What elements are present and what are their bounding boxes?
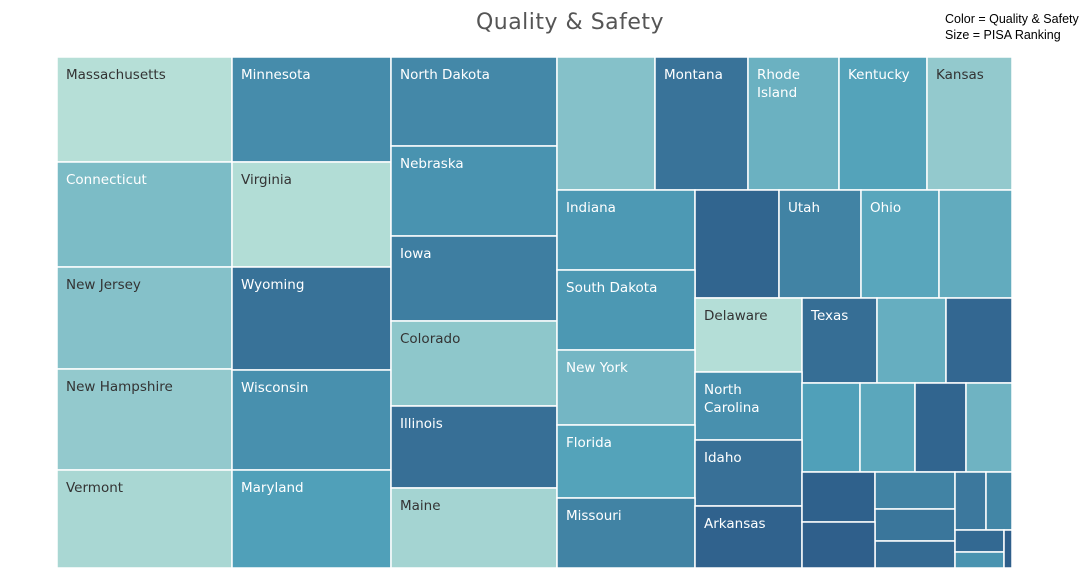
treemap-tile[interactable] xyxy=(231,56,392,163)
treemap-tile[interactable] xyxy=(390,145,558,237)
tile-label: Montana xyxy=(664,67,723,83)
tile-label: Kansas xyxy=(936,67,984,83)
treemap-tile[interactable] xyxy=(694,297,803,373)
treemap-tile[interactable] xyxy=(801,471,876,523)
treemap-tile[interactable] xyxy=(556,56,656,191)
tile-label: Utah xyxy=(788,200,820,216)
treemap-tile[interactable] xyxy=(56,266,233,370)
treemap-tile[interactable] xyxy=(56,161,233,268)
tile-label: Wisconsin xyxy=(241,380,308,396)
treemap-tile[interactable] xyxy=(56,469,233,569)
treemap-tile[interactable] xyxy=(938,189,1013,299)
tile-label: Connecticut xyxy=(66,172,147,188)
tile-label: North Carolina xyxy=(704,382,760,416)
treemap-tile[interactable] xyxy=(874,471,956,510)
tile-label: New York xyxy=(566,360,628,376)
treemap-tile[interactable] xyxy=(801,521,876,569)
tile-label: Arkansas xyxy=(704,516,766,532)
legend-color-line: Color = Quality & Safety xyxy=(945,12,1079,26)
tile-label: Wyoming xyxy=(241,277,304,293)
tile-label: South Dakota xyxy=(566,280,657,296)
tile-label: Virginia xyxy=(241,172,292,188)
treemap-tile[interactable] xyxy=(914,382,967,473)
tile-label: Maryland xyxy=(241,480,304,496)
treemap-tile[interactable] xyxy=(231,469,392,569)
treemap-tile[interactable] xyxy=(985,471,1013,531)
treemap-tile[interactable] xyxy=(390,235,558,322)
tile-label: Massachusetts xyxy=(66,67,166,83)
tile-label: Rhode Island xyxy=(757,67,800,101)
treemap-tile[interactable] xyxy=(954,551,1005,569)
treemap-tile[interactable] xyxy=(860,189,940,299)
tile-label: Idaho xyxy=(704,450,742,466)
treemap-tile[interactable] xyxy=(694,189,780,299)
tile-label: Vermont xyxy=(66,480,123,496)
treemap-tile[interactable] xyxy=(945,297,1013,384)
tile-label: Ohio xyxy=(870,200,901,216)
treemap-tile[interactable] xyxy=(556,349,696,426)
tile-label: Colorado xyxy=(400,331,460,347)
treemap-tile[interactable] xyxy=(1003,529,1013,569)
treemap-tile[interactable] xyxy=(874,508,956,542)
tile-label: Indiana xyxy=(566,200,616,216)
tile-label: New Hampshire xyxy=(66,379,173,395)
treemap-tile[interactable] xyxy=(694,505,803,569)
treemap-tile[interactable] xyxy=(390,320,558,407)
treemap-tile[interactable] xyxy=(390,487,558,569)
tile-label: North Dakota xyxy=(400,67,490,83)
tile-label: Nebraska xyxy=(400,156,464,172)
tile-label: Missouri xyxy=(566,508,622,524)
treemap-tile[interactable] xyxy=(556,189,696,271)
treemap-tile[interactable] xyxy=(965,382,1013,473)
tile-label: Illinois xyxy=(400,416,443,432)
tile-label: Iowa xyxy=(400,246,432,262)
tile-label: Florida xyxy=(566,435,612,451)
tile-label: Texas xyxy=(810,308,848,324)
treemap-tile[interactable] xyxy=(876,297,947,384)
tile-label: Kentucky xyxy=(848,67,910,83)
treemap-tile[interactable] xyxy=(801,382,861,473)
tile-label: New Jersey xyxy=(66,277,141,293)
tile-label: Maine xyxy=(400,498,441,514)
treemap-tile[interactable] xyxy=(56,56,233,163)
chart-title: Quality & Safety xyxy=(475,10,665,35)
treemap-tile[interactable] xyxy=(231,369,392,471)
treemap-tile[interactable] xyxy=(778,189,862,299)
treemap-tile[interactable] xyxy=(556,269,696,351)
legend-size-line: Size = PISA Ranking xyxy=(945,28,1061,42)
treemap-tile[interactable] xyxy=(954,529,1005,553)
tile-label: Minnesota xyxy=(241,67,311,83)
treemap-tile[interactable] xyxy=(694,371,803,441)
treemap-tile[interactable] xyxy=(654,56,749,191)
treemap-tile[interactable] xyxy=(390,56,558,147)
tile-label: Delaware xyxy=(704,308,768,324)
treemap-tile[interactable] xyxy=(926,56,1013,191)
legend: Color = Quality & Safety Size = PISA Ran… xyxy=(945,11,1079,43)
treemap-tile[interactable] xyxy=(954,471,987,531)
treemap-tile[interactable] xyxy=(801,297,878,384)
treemap-tile[interactable] xyxy=(390,405,558,489)
treemap-tile[interactable] xyxy=(874,540,956,569)
treemap-tile[interactable] xyxy=(556,497,696,569)
treemap-tile[interactable] xyxy=(859,382,916,473)
